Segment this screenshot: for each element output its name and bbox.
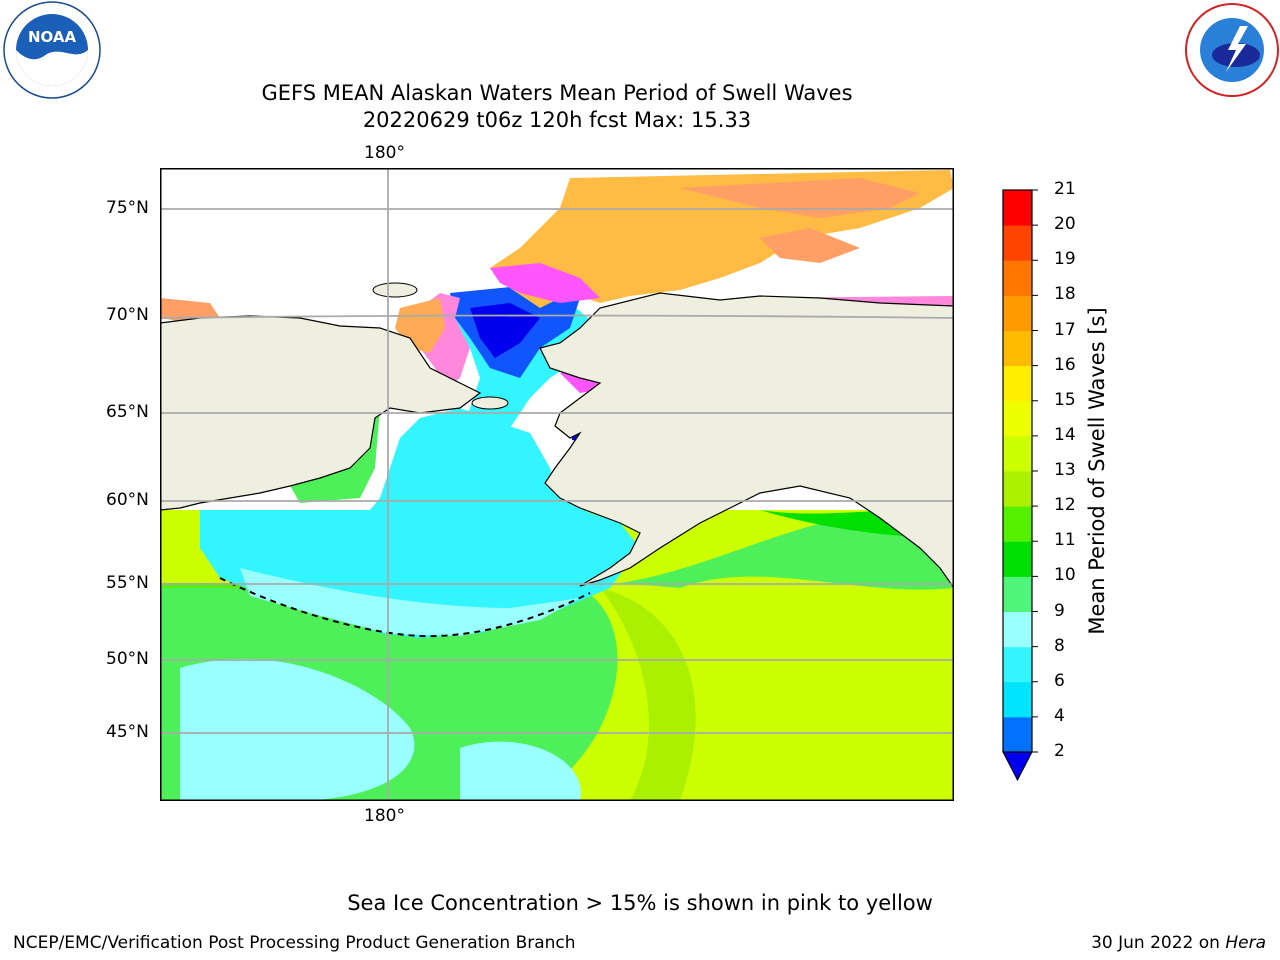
colorbar-tick-label: 2 bbox=[1054, 741, 1065, 761]
lon-label-top: 180° bbox=[364, 143, 405, 163]
colorbar-segment bbox=[1003, 576, 1032, 612]
colorbar-segment bbox=[1003, 330, 1032, 367]
aleutian-islands bbox=[219, 577, 591, 638]
colorbar bbox=[995, 180, 1045, 790]
bering-sea-swell bbox=[200, 408, 640, 638]
colorbar-tick-label: 11 bbox=[1054, 530, 1076, 551]
lat-label-55n: 55°N bbox=[106, 573, 149, 593]
colorbar-extend-arrow bbox=[1002, 751, 1033, 782]
footer-host: Hera bbox=[1225, 933, 1266, 953]
colorbar-segment bbox=[1003, 716, 1032, 753]
colorbar-segment bbox=[1003, 260, 1032, 296]
colorbar-svg bbox=[1002, 189, 1038, 782]
map-panel bbox=[160, 168, 954, 801]
st-lawrence-island bbox=[471, 396, 509, 410]
colorbar-segment bbox=[1003, 471, 1032, 507]
footer-date-text: 30 Jun 2022 on bbox=[1091, 933, 1226, 953]
colorbar-label: Mean Period of Swell Waves [s] bbox=[1085, 307, 1109, 635]
colorbar-tick-label: 4 bbox=[1054, 705, 1065, 726]
colorbar-tick-label: 6 bbox=[1054, 670, 1065, 691]
colorbar-tick-label: 16 bbox=[1054, 354, 1076, 375]
colorbar-segment bbox=[1003, 225, 1032, 261]
colorbar-segment bbox=[1003, 295, 1032, 331]
lon-label-bottom: 180° bbox=[364, 806, 405, 826]
land-alaska bbox=[539, 292, 954, 590]
colorbar-tick-label: 21 bbox=[1054, 179, 1076, 199]
colorbar-segment bbox=[1003, 400, 1032, 437]
map-frame bbox=[160, 168, 954, 801]
colorbar-tick-label: 12 bbox=[1054, 495, 1076, 516]
colorbar-segment bbox=[1003, 541, 1032, 577]
colorbar-tick-label: 20 bbox=[1054, 214, 1076, 235]
colorbar-segment bbox=[1003, 681, 1032, 718]
colorbar-tick-label: 10 bbox=[1054, 565, 1076, 586]
map-svg bbox=[160, 168, 954, 801]
nws-logo bbox=[1180, 0, 1280, 100]
colorbar-tick-label: 17 bbox=[1054, 319, 1076, 340]
lat-label-75n: 75°N bbox=[106, 198, 149, 218]
chart-title: GEFS MEAN Alaskan Waters Mean Period of … bbox=[261, 81, 853, 105]
chart-subtitle: 20220629 t06z 120h fcst Max: 15.33 bbox=[362, 108, 752, 132]
footer-branch: NCEP/EMC/Verification Post Processing Pr… bbox=[13, 933, 576, 953]
colorbar-segment bbox=[1003, 365, 1032, 402]
colorbar-segment bbox=[1003, 611, 1032, 648]
colorbar-tick-label: 13 bbox=[1054, 460, 1076, 480]
colorbar-tick-label: 19 bbox=[1054, 249, 1076, 270]
lat-label-50n: 50°N bbox=[106, 649, 149, 669]
lat-label-60n: 60°N bbox=[106, 490, 149, 510]
colorbar-segment bbox=[1003, 435, 1032, 472]
bering-sea-south bbox=[240, 568, 580, 636]
colorbar-tick-label: 14 bbox=[1054, 424, 1076, 445]
colorbar-tick-label: 9 bbox=[1054, 600, 1065, 621]
lat-label-70n: 70°N bbox=[106, 305, 149, 325]
colorbar-tick-label: 18 bbox=[1054, 284, 1076, 305]
colorbar-tick-label: 8 bbox=[1054, 635, 1065, 656]
lat-label-45n: 45°N bbox=[106, 722, 149, 742]
noaa-logo: NOAA bbox=[0, 0, 104, 100]
graticule bbox=[160, 168, 954, 801]
noaa-logo-text: NOAA bbox=[28, 28, 77, 46]
footer-date: 30 Jun 2022 on Hera bbox=[1091, 933, 1266, 953]
lat-label-65n: 65°N bbox=[106, 402, 149, 422]
colorbar-segment bbox=[1003, 190, 1032, 226]
colorbar-tick-label: 15 bbox=[1054, 389, 1076, 410]
wrangel-island bbox=[372, 282, 418, 298]
colorbar-segment bbox=[1003, 646, 1032, 683]
colorbar-segment bbox=[1003, 506, 1032, 542]
sea-ice-note: Sea Ice Concentration > 15% is shown in … bbox=[347, 891, 933, 915]
chukchi-sea-core bbox=[470, 303, 540, 358]
